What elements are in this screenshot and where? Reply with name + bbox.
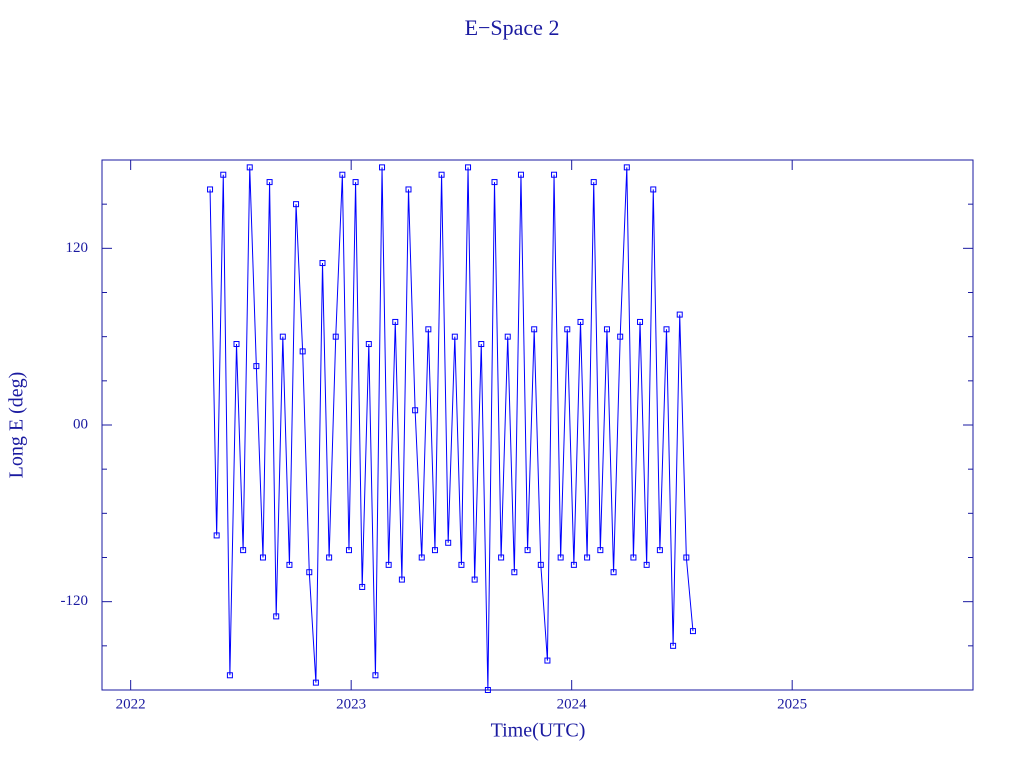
data-point [306, 569, 313, 576]
data-point [656, 547, 663, 554]
data-point [332, 333, 339, 340]
data-point [233, 341, 240, 348]
data-point [524, 547, 531, 554]
plot-frame [101, 159, 974, 691]
data-point [352, 179, 359, 186]
y-tick-label: -120 [61, 593, 89, 609]
data-point [637, 318, 644, 325]
data-point [683, 554, 690, 561]
data-point [425, 326, 432, 333]
data-point [293, 201, 300, 208]
data-point [431, 547, 438, 554]
data-point [412, 407, 419, 414]
data-point [220, 171, 227, 178]
data-point [603, 326, 610, 333]
data-point [326, 554, 333, 561]
x-axis-label: Time(UTC) [491, 720, 586, 742]
data-point [398, 576, 405, 583]
data-point [385, 561, 392, 568]
data-point [478, 341, 485, 348]
x-tick-label: 2025 [777, 696, 807, 712]
data-point [504, 333, 511, 340]
data-point [405, 186, 412, 193]
data-point [359, 583, 366, 590]
x-tick-label: 2022 [116, 696, 146, 712]
data-point [564, 326, 571, 333]
data-point [226, 672, 233, 679]
data-point [279, 333, 286, 340]
data-point [643, 561, 650, 568]
data-point [451, 333, 458, 340]
data-point [557, 554, 564, 561]
data-point [491, 179, 498, 186]
data-point [517, 171, 524, 178]
data-point [570, 561, 577, 568]
data-line [209, 167, 694, 691]
data-point [544, 657, 551, 664]
data-point [379, 164, 386, 171]
data-point [240, 547, 247, 554]
data-point [339, 171, 346, 178]
data-point [253, 363, 260, 370]
data-point [511, 569, 518, 576]
data-point [551, 171, 558, 178]
data-point [458, 561, 465, 568]
data-point [537, 561, 544, 568]
data-point [286, 561, 293, 568]
chart-title: E−Space 2 [465, 15, 560, 40]
data-point [590, 179, 597, 186]
data-point [392, 318, 399, 325]
data-point [445, 539, 452, 546]
data-point [213, 532, 220, 539]
y-axis-label: Long E (deg) [6, 372, 28, 479]
data-point [531, 326, 538, 333]
data-point [610, 569, 617, 576]
data-point [246, 164, 253, 171]
data-point [670, 642, 677, 649]
data-point [312, 679, 319, 686]
data-point [273, 613, 280, 620]
data-point [630, 554, 637, 561]
data-point [597, 547, 604, 554]
data-point [319, 260, 326, 267]
data-point [584, 554, 591, 561]
y-tick-label: 120 [66, 240, 89, 256]
data-point [207, 186, 214, 193]
data-point [577, 318, 584, 325]
data-point [650, 186, 657, 193]
data-point [259, 554, 266, 561]
data-point [471, 576, 478, 583]
data-point [299, 348, 306, 355]
data-point [418, 554, 425, 561]
y-tick-label: 00 [73, 416, 88, 432]
data-point [438, 171, 445, 178]
data-point [372, 672, 379, 679]
data-point [465, 164, 472, 171]
x-tick-label: 2023 [336, 696, 366, 712]
data-point [266, 179, 273, 186]
data-point [498, 554, 505, 561]
data-point [617, 333, 624, 340]
data-point [663, 326, 670, 333]
data-point [365, 341, 372, 348]
data-point [689, 628, 696, 635]
data-point [345, 547, 352, 554]
x-tick-label: 2024 [557, 696, 588, 712]
data-point [484, 687, 491, 693]
data-point [623, 164, 630, 171]
data-point [676, 311, 683, 318]
